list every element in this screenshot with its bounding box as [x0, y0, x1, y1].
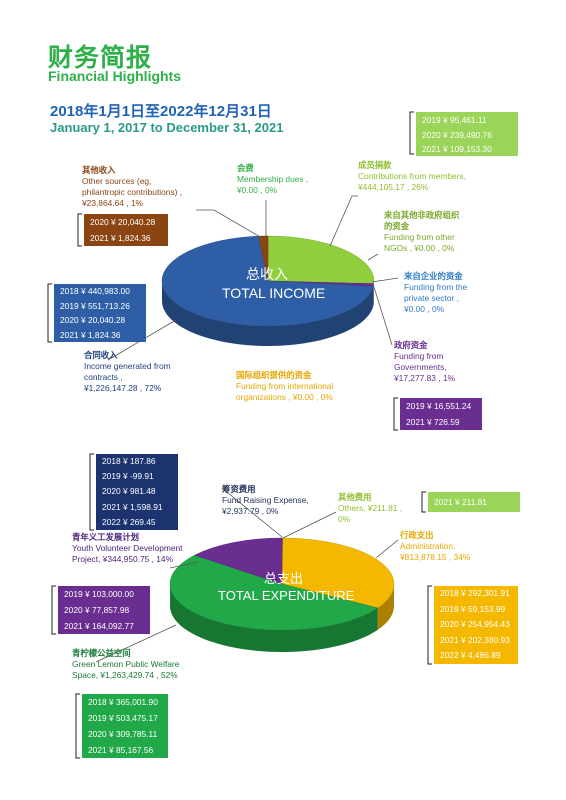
expenditure-pie-chart — [169, 537, 395, 652]
box-contracts: 2018 ¥ 440,983.00 2019 ¥ 551,713.26 2020… — [54, 284, 146, 342]
leader-fundraising — [221, 487, 283, 538]
label-ngo-funding: 来自其他非政府组织 的资金 Funding from other NGOs , … — [384, 210, 460, 253]
label-fundraising: 筹资费用 Fund Raising Expense, ¥2,937.79 , 0… — [222, 484, 309, 516]
expenditure-slice-3 — [169, 554, 379, 631]
box-administration: 2018 ¥ 292,301.91 2019 ¥ 59,153.99 2020 … — [434, 586, 518, 664]
expenditure-side-3 — [170, 584, 378, 652]
leader-enterprise — [371, 277, 399, 283]
label-private-sector: 来自企业的资金 Funding from the private sector … — [404, 271, 468, 314]
box-member-contributions: 2019 ¥ 95,461.11 2020 ¥ 239,490.76 2021 … — [416, 112, 518, 156]
income-center-cn: 总收入 — [246, 266, 288, 282]
box-green-lemon: 2018 ¥ 365,001.90 2019 ¥ 503,475.17 2020… — [82, 694, 168, 758]
expenditure-slice-4 — [194, 537, 283, 585]
box-youth-project: 2019 ¥ 103,000.00 2020 ¥ 77,857.98 2021 … — [58, 586, 150, 634]
income-slice-1 — [267, 235, 375, 284]
leader-others — [282, 511, 337, 539]
leader-ngo — [367, 253, 379, 261]
label-international: 国际组织提供的资金 Funding from international org… — [236, 370, 334, 402]
leader-admin — [375, 539, 399, 559]
expenditure-center-en: TOTAL EXPENDITURE — [218, 588, 355, 603]
period-cn: 2018年1月1日至2022年12月31日 — [50, 103, 272, 120]
bracket-lines — [47, 111, 432, 759]
page-title-cn: 财务简报 — [48, 44, 153, 72]
label-administration: 行政支出 Administration, ¥813,878.15 , 34% — [400, 530, 471, 562]
leader-youth — [169, 561, 199, 569]
box-other-expenses: 2021 ¥ 211.81 — [428, 492, 520, 512]
page-title-en: Financial Highlights — [48, 68, 182, 84]
box-other-sources: 2020 ¥ 20,040.28 2021 ¥ 1,824.36 — [84, 214, 168, 246]
label-membership: 会费 Membership dues , ¥0.00 , 0% — [237, 163, 309, 195]
expenditure-side-2 — [377, 584, 394, 630]
expenditure-center-cn: 总支出 — [264, 571, 304, 586]
leader-members — [329, 195, 358, 247]
income-slice-6 — [161, 235, 374, 327]
leader-government — [373, 286, 393, 346]
box-government: 2019 ¥ 16,551.24 2021 ¥ 726.59 — [400, 398, 482, 430]
leader-lines — [95, 195, 399, 663]
label-other-expenses: 其他费用 Others, ¥211.81 , 0% — [338, 492, 403, 524]
label-green-lemon: 青柠檬公益空间 Green Lemon Public Welfare Space… — [72, 648, 180, 680]
label-member-contributions: 成员捐款 Contributions from members, ¥444,10… — [358, 160, 466, 192]
income-center-en: TOTAL INCOME — [222, 285, 326, 301]
box-fundraising: 2018 ¥ 187.86 2019 ¥ -99.91 2020 ¥ 981.4… — [96, 454, 178, 530]
income-side-4 — [373, 283, 374, 307]
label-contracts: 合同收入 Income generated from contracts , ¥… — [84, 350, 171, 393]
label-other-sources: 其他收入 Other sources (eg, philantropic con… — [82, 165, 183, 208]
expenditure-slice-2 — [281, 537, 395, 609]
period-en: January 1, 2017 to December 31, 2021 — [50, 120, 284, 135]
leader-lemon — [95, 624, 177, 663]
income-pie-chart — [161, 235, 375, 346]
income-side-6 — [162, 281, 374, 346]
leader-other — [196, 209, 263, 239]
label-youth-project: 青年义工发展计划 Youth Volunteer Development Pro… — [72, 532, 183, 564]
label-government: 政府资金 Funding from Governments, ¥17,277.8… — [394, 340, 456, 383]
